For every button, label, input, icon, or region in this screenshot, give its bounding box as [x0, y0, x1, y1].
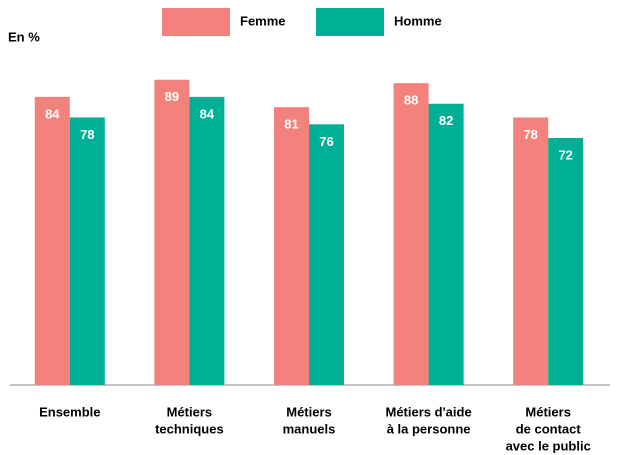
x-tick-label: techniques	[155, 421, 224, 436]
legend-swatch	[316, 8, 384, 36]
value-label: 84	[45, 106, 60, 121]
value-label: 78	[523, 127, 537, 142]
bar	[428, 103, 464, 386]
bar	[548, 138, 584, 385]
x-tick-label: Métiers	[525, 404, 571, 419]
value-label: 89	[165, 89, 179, 104]
legend-swatch	[162, 8, 230, 36]
bar	[69, 117, 105, 386]
x-tick-label: à la personne	[387, 421, 471, 436]
value-label: 78	[80, 127, 94, 142]
x-tick-label: Métiers	[286, 404, 332, 419]
value-label: 72	[558, 147, 572, 162]
bar	[154, 79, 190, 385]
bar	[274, 107, 309, 386]
bar	[189, 96, 225, 385]
value-label: 76	[319, 134, 333, 149]
x-tick-label: avec le public	[506, 438, 591, 453]
legend-label: Homme	[394, 13, 442, 28]
x-tick-label: Métiers	[167, 404, 213, 419]
x-tick-label: Métiers d'aide	[386, 404, 472, 419]
bar	[393, 83, 429, 385]
unit-label: En %	[8, 29, 40, 44]
value-label: 81	[284, 117, 298, 132]
bar	[513, 117, 549, 386]
x-tick-label: manuels	[283, 421, 336, 436]
value-label: 84	[200, 106, 215, 121]
x-tick-label: Ensemble	[39, 404, 100, 419]
x-tick-label: de contact	[516, 421, 582, 436]
bar	[34, 96, 70, 385]
bar	[309, 124, 344, 385]
value-label: 82	[439, 113, 453, 128]
value-label: 88	[404, 93, 418, 108]
legend-label: Femme	[240, 13, 286, 28]
